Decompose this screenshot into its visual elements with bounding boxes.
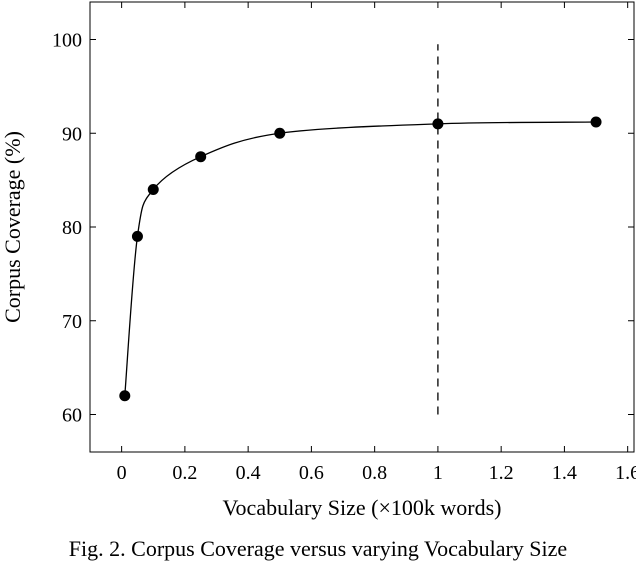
y-axis-label: Corpus Coverage (%) (0, 131, 25, 323)
x-tick-label: 0.2 (172, 462, 197, 484)
x-tick-label: 0 (117, 462, 127, 484)
data-point (131, 230, 143, 242)
y-tick-label: 70 (62, 311, 82, 333)
data-point (119, 390, 131, 402)
data-point (274, 127, 286, 139)
x-tick-label: 1 (433, 462, 443, 484)
x-tick-label: 0.4 (236, 462, 261, 484)
line-chart: 0 0.2 0.4 0.6 0.8 1 1.2 1.4 1.6 60 70 80 90 100 Voca… (0, 1, 636, 520)
y-tick-label: 80 (62, 217, 82, 239)
y-tick-labels: 60 70 80 90 100 (52, 30, 82, 427)
y-tick-label: 60 (62, 405, 82, 427)
x-tick-label: 1.2 (489, 462, 514, 484)
data-point (432, 118, 444, 130)
x-tick-label: 1.6 (615, 462, 636, 484)
y-tick-label: 90 (62, 123, 82, 145)
x-tick-label: 1.4 (552, 462, 577, 484)
series-line (124, 121, 597, 396)
x-tick-label: 0.6 (299, 462, 324, 484)
x-axis-label: Vocabulary Size (×100k words) (223, 495, 502, 520)
axis-ticks (90, 2, 634, 452)
data-point (147, 184, 159, 195)
data-point (195, 151, 207, 163)
x-tick-labels: 0 0.2 0.4 0.6 0.8 1 1.2 1.4 1.6 (117, 462, 636, 484)
plot-frame (89, 1, 635, 453)
y-tick-label: 100 (52, 30, 82, 52)
figure-caption: Fig. 2. Corpus Coverage versus varying V… (68, 536, 568, 561)
data-point (590, 116, 602, 128)
data-points (119, 116, 602, 402)
x-tick-label: 0.8 (362, 462, 387, 484)
